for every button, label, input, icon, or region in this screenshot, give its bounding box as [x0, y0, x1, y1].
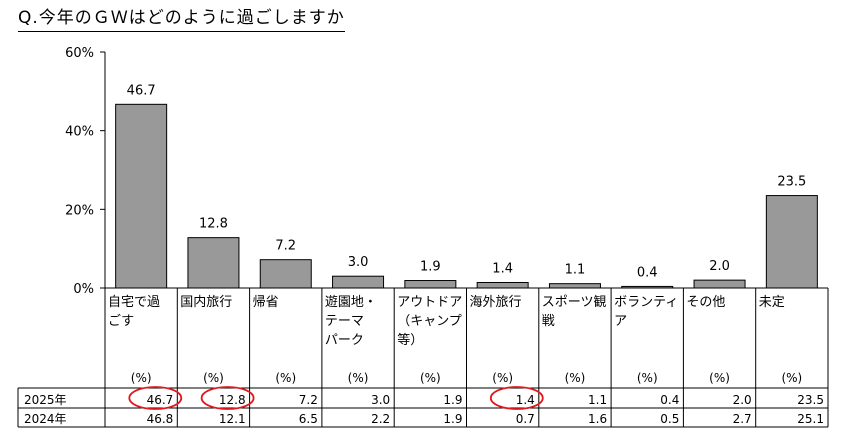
data-label: 12.8	[199, 217, 228, 232]
category-label: 遊園地・	[325, 295, 377, 310]
category-label: 等）	[397, 332, 423, 348]
data-label: 1.1	[565, 263, 586, 278]
bar	[693, 279, 746, 289]
table-cell: 1.4	[516, 393, 535, 407]
data-label: 46.7	[127, 83, 156, 98]
table-cell: 12.8	[219, 393, 246, 407]
table-cell: 3.0	[371, 393, 390, 407]
table-cell: 2.7	[733, 412, 752, 426]
data-label: 1.9	[420, 260, 441, 275]
chart-title: Q.今年のＧＷはどのように過ごしますか	[18, 6, 345, 32]
table-cell: 23.5	[797, 393, 824, 407]
highlight-circle	[489, 386, 544, 410]
bar	[259, 259, 312, 289]
bar	[621, 285, 674, 289]
unit-label: (%)	[203, 371, 224, 385]
category-label: 帰省	[253, 294, 279, 310]
table-cell: 12.1	[219, 412, 246, 426]
table-cell: 0.4	[660, 393, 679, 407]
data-label: 2.0	[709, 259, 730, 274]
table-cell: 25.1	[797, 412, 824, 426]
category-label: テーマ	[325, 314, 364, 329]
unit-label: (%)	[565, 371, 586, 385]
unit-label: (%)	[348, 371, 369, 385]
bar	[765, 195, 818, 289]
highlight-circle	[200, 386, 255, 410]
category-label: 未定	[759, 295, 785, 310]
bar	[548, 283, 601, 289]
category-label: アウトドア	[397, 295, 462, 310]
y-tick-label: 60%	[65, 46, 94, 61]
row-label: 2025年	[24, 393, 67, 407]
bar	[404, 280, 457, 289]
category-label: 戦	[542, 314, 555, 329]
category-label: ア	[614, 314, 627, 329]
category-label: パーク	[325, 333, 364, 348]
bar	[115, 103, 168, 289]
y-tick-label: 20%	[65, 203, 94, 218]
category-label: スポーツ観	[542, 295, 607, 310]
table-cell: 6.5	[299, 412, 318, 426]
data-label: 0.4	[637, 265, 658, 280]
category-label: その他	[686, 295, 725, 310]
bar	[332, 275, 385, 289]
table-cell: 0.5	[660, 412, 679, 426]
unit-label: (%)	[275, 371, 296, 385]
category-label: ボランティ	[614, 295, 678, 310]
bar	[476, 281, 529, 289]
table-cell: 46.8	[147, 412, 174, 426]
category-label: 自宅で過	[108, 295, 160, 310]
data-label: 7.2	[275, 239, 296, 254]
y-tick-label: 0%	[73, 282, 94, 297]
unit-label: (%)	[637, 371, 658, 385]
unit-label: (%)	[420, 371, 441, 385]
category-label: ごす	[108, 313, 134, 329]
category-label: 国内旅行	[180, 294, 232, 310]
table-cell: 2.2	[371, 412, 390, 426]
y-tick-label: 40%	[65, 125, 94, 140]
table-cell: 1.9	[443, 412, 462, 426]
table-cell: 2.0	[733, 393, 752, 407]
table-cell: 1.6	[588, 412, 607, 426]
data-label: 23.5	[777, 175, 806, 190]
category-label: 海外旅行	[470, 295, 522, 310]
category-label: （キャンプ	[397, 314, 462, 329]
table-cell: 0.7	[516, 412, 535, 426]
highlight-circle	[128, 386, 183, 410]
unit-label: (%)	[709, 371, 730, 385]
unit-label: (%)	[131, 371, 152, 385]
data-label: 1.4	[492, 261, 513, 276]
data-label: 3.0	[348, 255, 369, 270]
table-cell: 1.1	[588, 393, 607, 407]
unit-label: (%)	[492, 371, 513, 385]
row-label: 2024年	[24, 412, 67, 426]
bar	[187, 237, 240, 289]
table-cell: 7.2	[299, 393, 318, 407]
table-cell: 46.7	[147, 393, 174, 407]
unit-label: (%)	[781, 371, 802, 385]
table-cell: 1.9	[443, 393, 462, 407]
